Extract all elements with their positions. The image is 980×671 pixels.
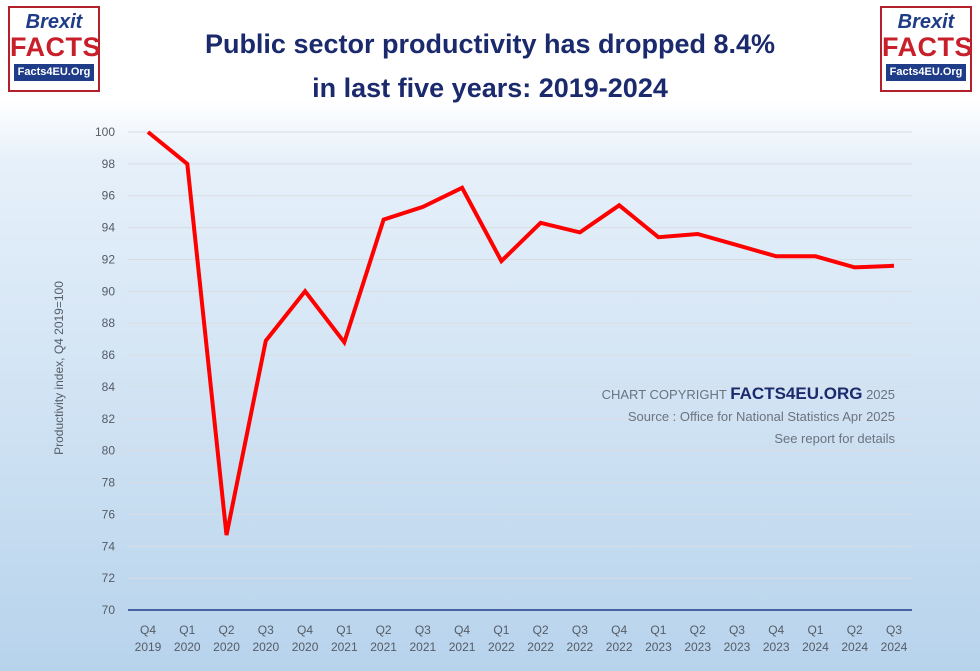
logo-facts-text: FACTS <box>882 32 974 62</box>
x-tick-label: Q1 2020 <box>174 623 201 654</box>
series-line <box>146 130 895 536</box>
y-tick-label: 84 <box>102 380 116 394</box>
x-tick-label: Q4 2019 <box>135 623 162 654</box>
copyright-year: 2025 <box>866 387 895 402</box>
chart-title: Public sector productivity has dropped 8… <box>120 22 860 110</box>
x-tick-label: Q3 2024 <box>881 623 908 654</box>
y-axis-title: Productivity index, Q4 2019=100 <box>52 281 66 455</box>
y-tick-label: 72 <box>102 571 116 585</box>
brand-logo-right: Brexit FACTS Facts4EU.Org <box>880 6 974 92</box>
x-tick-label: Q1 2023 <box>645 623 672 654</box>
x-tick-label: Q3 2021 <box>409 623 436 654</box>
y-tick-label: 100 <box>95 125 115 139</box>
copyright-prefix: CHART COPYRIGHT <box>601 387 727 402</box>
x-tick-label: Q3 2020 <box>252 623 279 654</box>
x-tick-label: Q1 2021 <box>331 623 358 654</box>
source-note: Source : Office for National Statistics … <box>627 409 895 424</box>
x-tick-label: Q4 2021 <box>449 623 476 654</box>
x-tick-label: Q1 2024 <box>802 623 829 654</box>
y-tick-label: 98 <box>102 157 116 171</box>
copyright-block: CHART COPYRIGHT FACTS4EU.ORG 2025 Source… <box>602 383 895 450</box>
x-tick-label: Q2 2021 <box>370 623 397 654</box>
logo-brexit-text: Brexit <box>897 11 955 33</box>
x-tick-label: Q1 2022 <box>488 623 515 654</box>
logo-brexit-text: Brexit <box>25 11 83 33</box>
y-tick-label: 94 <box>102 221 116 235</box>
brand-logo-left: Brexit FACTS Facts4EU.Org <box>8 6 102 92</box>
y-tick-label: 86 <box>102 348 116 362</box>
y-tick-label: 88 <box>102 316 116 330</box>
chart-title-line-1: Public sector productivity has dropped 8… <box>204 29 776 59</box>
y-tick-label: 90 <box>102 284 116 298</box>
logo-facts-text: FACTS <box>10 32 102 62</box>
logo-url-text: Facts4EU.Org <box>886 64 966 81</box>
y-tick-label: 76 <box>102 507 116 521</box>
details-note: See report for details <box>774 431 895 446</box>
x-tick-label: Q2 2024 <box>841 623 868 654</box>
y-tick-label: 80 <box>102 444 116 458</box>
x-tick-label: Q3 2023 <box>724 623 751 654</box>
y-tick-label: 74 <box>102 539 116 553</box>
chart-title-line-2: in last five years: 2019-2024 <box>312 73 668 103</box>
y-tick-label: 96 <box>102 189 116 203</box>
logo-url-text: Facts4EU.Org <box>14 64 94 81</box>
x-tick-label: Q4 2023 <box>763 623 790 654</box>
x-tick-label: Q3 2022 <box>567 623 594 654</box>
x-tick-label: Q4 2022 <box>606 623 633 654</box>
y-tick-label: 78 <box>102 476 116 490</box>
x-tick-label: Q2 2023 <box>684 623 711 654</box>
y-tick-label: 92 <box>102 252 116 266</box>
x-tick-label: Q2 2022 <box>527 623 554 654</box>
y-tick-label: 70 <box>102 603 116 617</box>
x-tick-label: Q4 2020 <box>292 623 319 654</box>
x-tick-label: Q2 2020 <box>213 623 240 654</box>
y-tick-label: 82 <box>102 412 116 426</box>
copyright-brand: FACTS4EU.ORG <box>730 384 863 403</box>
copyright-line: CHART COPYRIGHT FACTS4EU.ORG 2025 <box>602 383 895 406</box>
